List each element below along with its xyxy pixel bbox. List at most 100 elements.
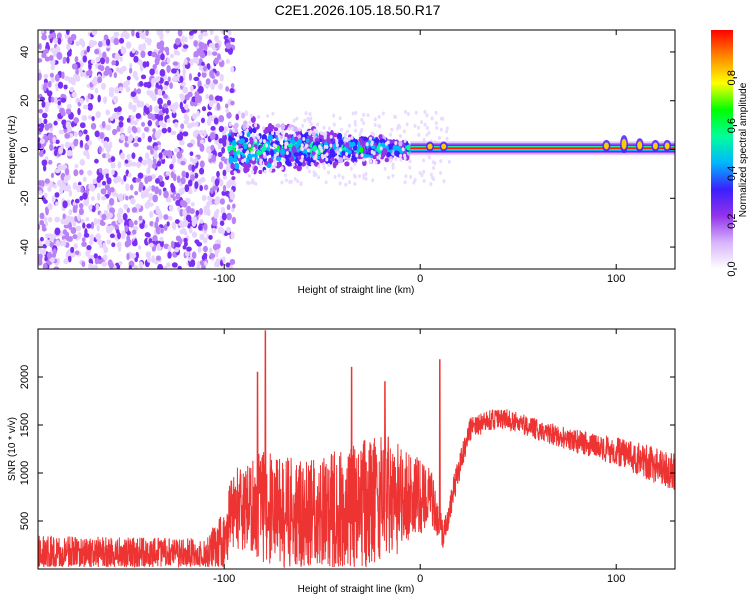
spectrogram-halo-cell <box>342 155 346 160</box>
spectrogram-noise-cell <box>190 259 196 267</box>
spectrogram-halo-cell <box>241 159 245 164</box>
spectrogram-halo-cell <box>422 169 426 174</box>
spectrogram-noise-cell <box>137 172 144 180</box>
spectrogram-noise-cell <box>41 159 48 167</box>
spectrogram-noise-cell <box>197 72 201 78</box>
spectrogram-signal-cell <box>362 148 367 154</box>
spectrogram-signal-cell <box>305 138 310 143</box>
spectrogram-noise-cell <box>149 210 154 218</box>
spectrogram-noise-cell <box>131 229 137 235</box>
spectrogram-halo-cell <box>302 137 306 142</box>
spectrogram-noise-cell <box>137 137 142 143</box>
spectrogram-halo-cell <box>261 126 265 131</box>
spectrogram-halo-cell <box>394 140 398 145</box>
spectrogram-noise-cell <box>74 198 80 204</box>
colorbar-ticks: 0.0 0.2 0.4 0.6 0.8 <box>726 70 738 276</box>
spectrogram-halo-cell <box>257 135 261 140</box>
spectrogram-halo-cell <box>257 114 261 119</box>
spectrogram-noise-cell <box>41 34 48 41</box>
spectrogram-noise-cell <box>214 178 220 187</box>
spectrogram-noise-cell <box>102 96 108 104</box>
spectrogram-noise-cell <box>211 51 218 56</box>
spectrogram-noise-cell <box>135 177 142 183</box>
spectrogram-noise-cell <box>181 170 187 178</box>
spectrogram-noise-cell <box>202 31 208 37</box>
spectrogram-noise-cell <box>167 251 172 259</box>
spectrogram-signal-cell <box>352 145 358 151</box>
spectrogram-signal-cell <box>395 150 400 157</box>
spectrogram-noise-cell <box>166 57 171 64</box>
spectrogram-noise-cell <box>155 177 160 184</box>
spectrogram-noise-cell <box>175 192 181 200</box>
spectrogram-noise-cell <box>162 103 168 109</box>
spectrogram-noise-cell <box>170 53 174 59</box>
spectrogram-noise-cell <box>108 86 115 93</box>
spectrogram-noise-cell <box>147 257 152 263</box>
spectrogram-noise-cell <box>85 217 90 222</box>
spectrogram-noise-cell <box>136 88 142 95</box>
spectrogram-noise-cell <box>117 232 121 240</box>
spectrogram-noise-cell <box>189 151 194 157</box>
spectrogram-noise-cell <box>119 38 125 44</box>
spectrogram-halo-cell <box>290 126 294 131</box>
spectrogram-noise-cell <box>152 194 158 203</box>
spectrogram-halo-cell <box>360 153 364 158</box>
spectrogram-noise-cell <box>182 86 189 94</box>
spectrogram-noise-cell <box>55 201 59 206</box>
x-tick-label: -100 <box>213 273 235 285</box>
spectrogram-noise-cell <box>103 210 109 215</box>
spectrogram-noise-cell <box>124 219 130 228</box>
spectrogram-noise-cell <box>43 73 49 79</box>
spectrogram-noise-cell <box>176 51 181 56</box>
spectrogram-noise-cell <box>225 165 231 173</box>
spectrogram-signal-cell <box>242 123 247 131</box>
snr-x-axis-label: Height of straight line (km) <box>298 584 415 595</box>
spectrogram-noise-cell <box>190 202 195 207</box>
spectrogram-halo-cell <box>284 178 288 183</box>
spectrogram-noise-cell <box>217 151 223 158</box>
spectrogram-halo-cell <box>329 134 333 139</box>
spectrogram-signal-cell <box>359 147 364 153</box>
spectrogram-halo-cell <box>299 181 303 186</box>
spectrogram-halo-cell <box>315 149 319 154</box>
spectrogram-noise-cell <box>58 146 64 155</box>
spectrogram-noise-cell <box>198 207 203 216</box>
spectrogram-noise-cell <box>128 265 132 269</box>
spectrogram-halo-cell <box>296 179 300 184</box>
spectrogram-noise-cell <box>206 63 211 70</box>
spectrogram-halo-cell <box>336 155 340 160</box>
spectrogram-noise-cell <box>141 121 146 127</box>
spectrogram-halo-cell <box>378 154 382 159</box>
spectrogram-noise-cell <box>45 233 50 239</box>
spectrogram-noise-cell <box>109 207 115 215</box>
spectrogram-halo-cell <box>293 176 297 181</box>
spectrogram-noise-cell <box>71 91 77 98</box>
spectrogram-halo-cell <box>292 118 296 123</box>
spectrogram-noise-cell <box>167 245 172 253</box>
spectrogram-halo-cell <box>366 113 370 118</box>
spectrogram-noise-cell <box>100 82 106 90</box>
spectrogram-noise-cell <box>119 152 126 160</box>
spectrogram-noise-cell <box>75 41 80 47</box>
spectrogram-noise-cell <box>49 72 55 78</box>
spectrogram-noise-cell <box>163 85 169 91</box>
spectrogram-noise-cell <box>138 44 144 52</box>
spectrogram-noise-cell <box>39 96 46 102</box>
spectrogram-noise-cell <box>160 181 165 188</box>
colorbar: 0.0 0.2 0.4 0.6 0.8 Normalized spectral ampl… <box>711 30 749 277</box>
spectrogram-noise-cell <box>128 101 133 108</box>
spectrogram-noise-cell <box>85 70 90 76</box>
spectrogram-halo-cell <box>239 132 243 137</box>
spectrogram-noise-cell <box>88 183 94 191</box>
spectrogram-noise-cell <box>154 105 159 113</box>
spectrogram-halo-cell <box>439 170 443 175</box>
spectrogram-noise-cell <box>224 103 229 109</box>
spectrogram-noise-cell <box>102 242 106 250</box>
spectrogram-noise-cell <box>49 143 54 151</box>
spectrogram-signal-cell <box>337 139 342 145</box>
spectrogram-noise-cell <box>129 67 133 74</box>
spectrogram-noise-cell <box>82 192 88 200</box>
spectrogram-noise-cell <box>44 178 50 184</box>
spectrogram-signal-cell <box>250 137 254 145</box>
spectrogram-signal-cell <box>337 157 344 164</box>
